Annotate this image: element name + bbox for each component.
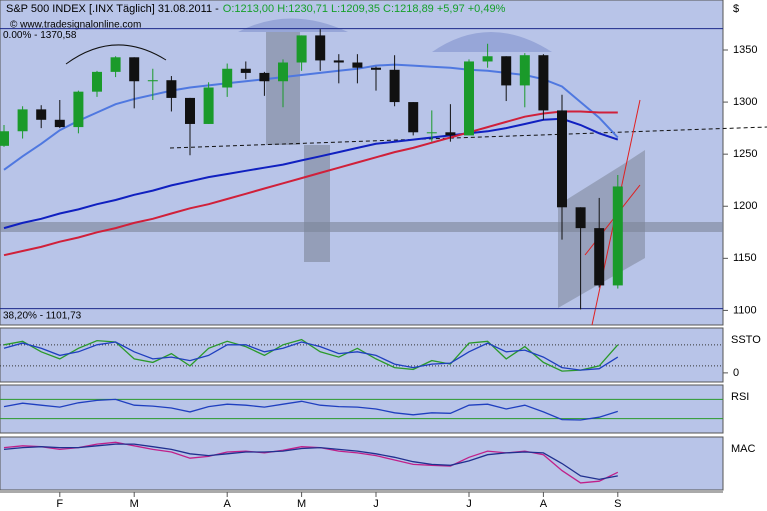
candle-body: [445, 132, 456, 136]
candle-body: [352, 62, 363, 68]
indicator-line: [3, 341, 619, 371]
candle-body: [315, 35, 326, 61]
candle-body: [519, 55, 530, 86]
candle-body: [594, 228, 605, 286]
indicator-line: [3, 443, 618, 481]
candle-body: [110, 57, 121, 72]
indicator-panel: [0, 384, 724, 434]
candle-body: [296, 35, 307, 63]
top-arc: [432, 32, 552, 52]
candle-body: [0, 131, 9, 146]
candle-body: [17, 109, 28, 132]
y-tick-label: 1350: [733, 44, 757, 56]
indicator-line: [3, 398, 618, 421]
candle-body: [259, 72, 270, 82]
candle-body: [612, 186, 623, 286]
candle-body: [426, 132, 437, 134]
candle-body: [371, 67, 381, 70]
moving-average: [3, 110, 618, 257]
panel-label: MAC: [731, 443, 756, 455]
candle-body: [333, 60, 344, 63]
x-tick-label: J: [373, 498, 379, 510]
candle-body: [240, 68, 251, 73]
candle-body: [501, 56, 512, 86]
chart-title: S&P 500 INDEX [.INX Täglich] 31.08.2011 …: [6, 3, 219, 15]
top-arc: [65, 44, 167, 65]
moving-average: [3, 117, 619, 230]
candle-body: [54, 119, 65, 128]
x-tick-label: A: [540, 498, 548, 510]
x-tick-label: F: [56, 498, 63, 510]
candle-body: [408, 102, 419, 133]
candle-body: [185, 97, 195, 124]
trend-line: [169, 126, 767, 149]
x-tick-label: M: [130, 498, 139, 510]
candle-body: [92, 71, 102, 92]
x-tick-label: A: [224, 498, 232, 510]
candle-body: [464, 61, 474, 136]
candle-body: [166, 80, 177, 98]
y-tick-label: 1300: [733, 96, 757, 108]
candle-body: [278, 62, 288, 82]
x-tick-label: J: [466, 498, 472, 510]
candle-body: [36, 109, 47, 120]
y-tick-label: 1150: [733, 252, 757, 264]
candle-body: [575, 207, 586, 229]
chart-subtitle: O:1213,00 H:1230,71 L:1209,35 C:1218,89 …: [223, 3, 506, 15]
candle-body: [538, 55, 549, 111]
credit: © www.tradesignalonline.com: [10, 20, 141, 31]
y-tick-label: 1100: [733, 304, 757, 316]
candle-body: [147, 80, 158, 82]
moving-average: [3, 63, 619, 171]
y-tick-label: 1200: [733, 200, 757, 212]
y-axis-label: $: [733, 3, 739, 15]
x-tick-label: S: [614, 498, 621, 510]
candle-body: [203, 87, 214, 124]
indicator-line: [3, 338, 619, 372]
candle-body: [557, 110, 567, 208]
indicator-panel: [0, 327, 724, 383]
panel-label: SSTO: [731, 334, 761, 346]
candle-body: [129, 57, 140, 82]
highlight-box: [304, 145, 330, 262]
x-tick-label: M: [297, 498, 306, 510]
y-tick-label: 0: [733, 367, 739, 379]
trend-line: [584, 184, 641, 256]
candle-body: [482, 56, 493, 62]
level-label: 0.00% - 1370,58: [3, 30, 77, 41]
panel-label: RSI: [731, 391, 749, 403]
level-label: 38,20% - 1101,73: [3, 310, 82, 321]
candle-body: [389, 69, 400, 103]
candle-body: [73, 91, 84, 128]
candle-body: [222, 68, 233, 88]
y-tick-label: 1250: [733, 148, 757, 160]
indicator-panel: [0, 436, 724, 491]
support-band: [0, 222, 723, 232]
